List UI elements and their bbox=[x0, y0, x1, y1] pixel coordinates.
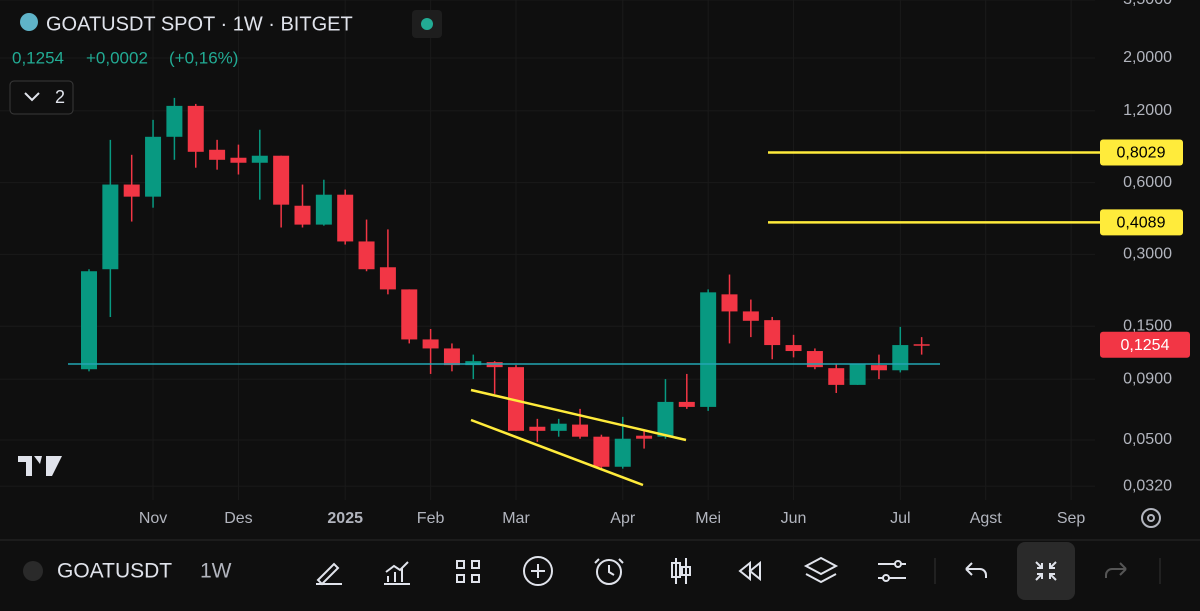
fullscreen-button[interactable] bbox=[1017, 542, 1075, 600]
draw-icon[interactable] bbox=[316, 562, 342, 586]
candle-body bbox=[550, 423, 567, 431]
y-tick-label: 0,1500 bbox=[1123, 317, 1172, 334]
x-tick-label: Mar bbox=[502, 510, 530, 527]
toolbar-interval[interactable]: 1W bbox=[200, 560, 232, 583]
x-tick-label: Agst bbox=[970, 510, 1003, 527]
candle-body bbox=[678, 401, 695, 407]
candle-body bbox=[572, 424, 589, 437]
candle-body bbox=[315, 194, 332, 225]
candle-body bbox=[443, 348, 460, 366]
candle-body bbox=[785, 345, 802, 352]
tv-logo bbox=[18, 456, 62, 476]
candle-body bbox=[273, 155, 290, 205]
candle-body bbox=[379, 267, 396, 290]
candle-body bbox=[721, 294, 738, 312]
toolbar bbox=[0, 540, 1200, 611]
candle-body bbox=[764, 320, 781, 346]
candle-body bbox=[892, 345, 909, 371]
y-tick-label: 0,0500 bbox=[1123, 431, 1172, 448]
settings-icon[interactable] bbox=[1141, 508, 1161, 528]
alert-icon[interactable] bbox=[596, 559, 622, 585]
layers-icon[interactable] bbox=[803, 556, 839, 584]
candle-body bbox=[102, 184, 119, 270]
price-level-label: 0,4089 bbox=[1117, 215, 1166, 232]
candle-body bbox=[145, 136, 162, 197]
candle-body bbox=[465, 361, 482, 366]
candle-body bbox=[828, 368, 845, 385]
candle-body bbox=[657, 401, 674, 437]
x-tick-label: 2025 bbox=[327, 510, 363, 527]
symbol-logo bbox=[20, 13, 38, 31]
x-tick-label: Feb bbox=[417, 510, 445, 527]
x-tick-label: Jul bbox=[890, 510, 910, 527]
y-tick-label: 1,2000 bbox=[1123, 102, 1172, 119]
trend-line bbox=[470, 388, 687, 442]
symbol-title[interactable]: GOATUSDT SPOT · 1W · BITGET bbox=[46, 13, 353, 35]
candle-body bbox=[849, 364, 866, 385]
candle-body bbox=[593, 436, 610, 467]
candle-body bbox=[209, 149, 226, 160]
candle-body bbox=[870, 365, 887, 371]
candle-body bbox=[187, 105, 204, 152]
symbol-icon bbox=[23, 561, 43, 581]
toolbar-icons bbox=[316, 556, 987, 586]
candle-body bbox=[614, 438, 631, 467]
price: 0,1254 bbox=[12, 48, 64, 67]
candle-body bbox=[742, 311, 759, 321]
y-tick-label: 0,6000 bbox=[1123, 174, 1172, 191]
candle-body bbox=[123, 184, 140, 197]
candle-body bbox=[700, 292, 717, 407]
candle-body bbox=[508, 367, 524, 431]
candle-body bbox=[251, 155, 268, 163]
price-level-tag bbox=[1100, 209, 1183, 236]
plot-area bbox=[0, 0, 1095, 500]
indicators-icon[interactable] bbox=[384, 561, 410, 585]
indicator-count: 2 bbox=[55, 87, 65, 107]
candle-body bbox=[337, 194, 354, 242]
x-tick-label: Nov bbox=[139, 510, 167, 527]
bar-style-icon[interactable] bbox=[671, 558, 691, 584]
x-tick-label: Sep bbox=[1057, 510, 1086, 527]
x-tick-label: Mei bbox=[695, 510, 721, 527]
x-tick-label: Apr bbox=[610, 510, 636, 527]
undo-icon[interactable] bbox=[965, 562, 987, 578]
trend-line bbox=[470, 418, 644, 487]
x-tick-label: Jun bbox=[781, 510, 807, 527]
layouts-icon[interactable] bbox=[456, 560, 480, 583]
indicator-toggle[interactable] bbox=[9, 80, 74, 115]
chevron bbox=[24, 92, 40, 102]
candle-body bbox=[806, 351, 823, 368]
fullscreen-icon bbox=[1035, 561, 1057, 581]
candle-body bbox=[166, 105, 183, 137]
status-dot bbox=[421, 18, 433, 30]
candle-body bbox=[358, 241, 375, 270]
last-price-label: 0,1254 bbox=[1121, 337, 1170, 354]
price-level-label: 0,8029 bbox=[1117, 145, 1166, 162]
candle-body bbox=[913, 344, 930, 346]
toolbar-symbol[interactable]: GOATUSDT bbox=[57, 560, 172, 583]
add-icon[interactable] bbox=[523, 556, 553, 586]
price-level-tag bbox=[1100, 139, 1183, 166]
last-price-tag bbox=[1100, 331, 1190, 358]
candle-body bbox=[230, 157, 247, 163]
price-change-pct: (+0,16%) bbox=[169, 48, 238, 67]
candle-body bbox=[81, 271, 97, 370]
candle-body bbox=[401, 289, 418, 340]
y-tick-label: 0,3000 bbox=[1123, 246, 1172, 263]
settings-icon-core bbox=[1147, 514, 1155, 522]
candle-body bbox=[529, 426, 546, 431]
y-tick-label: 0,0900 bbox=[1123, 370, 1172, 387]
y-tick-label: 0,0320 bbox=[1123, 477, 1172, 494]
replay-icon[interactable] bbox=[738, 560, 761, 582]
redo-icon[interactable] bbox=[1105, 562, 1127, 578]
candle-body bbox=[294, 205, 311, 225]
price-change: +0,0002 bbox=[86, 48, 148, 67]
candle-body bbox=[636, 435, 653, 439]
x-tick-label: Des bbox=[224, 510, 252, 527]
candle-body bbox=[422, 339, 439, 349]
y-tick-label: 2,0000 bbox=[1123, 49, 1172, 66]
